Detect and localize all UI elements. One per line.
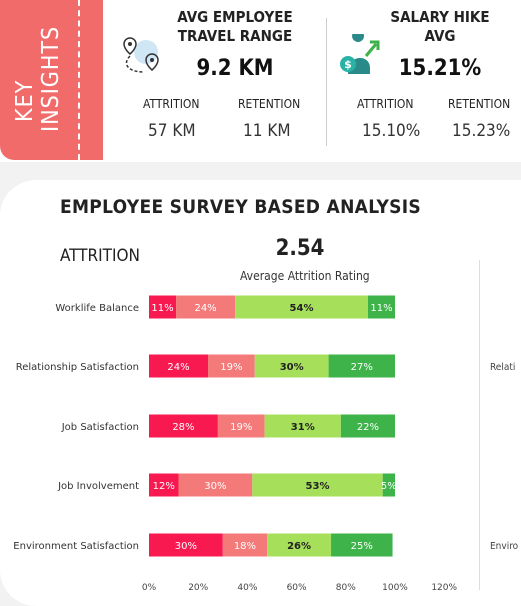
key-label-line2: INSIGHTS [38, 25, 64, 132]
svg-text:$: $ [344, 58, 352, 71]
x-tick-label: 40% [237, 583, 257, 593]
bar-segment [367, 295, 395, 319]
bar-segment [178, 473, 253, 497]
kpi-divider [326, 18, 327, 146]
salary-value: 15.21% [398, 56, 482, 81]
clipped-category-label-2: Enviro [490, 541, 519, 552]
data-label: 30% [175, 541, 197, 552]
data-label: 28% [172, 422, 194, 433]
travel-value: 9.2 KM [196, 56, 274, 81]
data-label: 19% [230, 422, 252, 433]
bar-segment [222, 533, 268, 557]
travel-attrition-label: ATTRITION [143, 97, 200, 111]
salary-attrition-value: 15.10% [362, 121, 421, 141]
survey-title: EMPLOYEE SURVEY BASED ANALYSIS [60, 196, 421, 218]
salary-retention-value: 15.23% [452, 121, 511, 141]
salary-title: SALARY HIKE AVG [365, 8, 515, 46]
key-insights-tab: KEY INSIGHTS [0, 0, 103, 160]
data-label: 18% [234, 541, 256, 552]
key-insights-label: KEY INSIGHTS [8, 22, 68, 132]
bar-segment [267, 533, 332, 557]
bar-segment [149, 414, 218, 438]
data-label: 27% [351, 362, 373, 373]
category-label: Relationship Satisfaction [16, 362, 139, 373]
attrition-section-title: ATTRITION [60, 246, 140, 266]
category-label: Environment Satisfaction [13, 541, 139, 552]
travel-title-line1: AVG EMPLOYEE [177, 8, 293, 26]
data-label: 30% [204, 481, 226, 492]
money-growth-icon: $ [340, 34, 380, 74]
data-label: 19% [220, 362, 242, 373]
bar-segment [176, 295, 236, 319]
x-tick-label: 80% [336, 583, 356, 593]
bar-segment [149, 354, 209, 378]
x-tick-label: 20% [188, 583, 208, 593]
travel-attrition-value: 57 KM [148, 121, 196, 141]
category-label: Job Involvement [57, 481, 139, 492]
data-label: 54% [290, 303, 314, 314]
bar-segment [264, 414, 341, 438]
x-tick-label: 120% [431, 583, 457, 593]
average-attrition-value: 2.54 [275, 236, 325, 261]
data-label: 11% [151, 303, 173, 314]
travel-title-line2: TRAVEL RANGE [177, 27, 293, 45]
bar-segment [235, 295, 368, 319]
data-label: 24% [167, 362, 189, 373]
data-label: 25% [351, 541, 373, 552]
panel-divider [479, 260, 480, 590]
route-pin-icon [123, 37, 159, 73]
data-label: 11% [370, 303, 392, 314]
data-label: 53% [306, 481, 330, 492]
bar-segment [340, 414, 395, 438]
bar-segment [149, 473, 179, 497]
data-label: 31% [291, 422, 315, 433]
bar-segment [328, 354, 395, 378]
bar-segment [208, 354, 255, 378]
bar-segment [217, 414, 265, 438]
key-insights-card: KEY INSIGHTS AVG EMPLOYEE TRAVEL RANGE 9… [0, 0, 521, 162]
x-tick-label: 100% [382, 583, 408, 593]
average-attrition-label: Average Attrition Rating [240, 269, 370, 283]
data-label: 24% [194, 303, 216, 314]
category-label: Job Satisfaction [61, 422, 139, 433]
salary-title-line1: SALARY HIKE [390, 8, 490, 26]
salary-title-line2: AVG [424, 27, 456, 45]
travel-retention-value: 11 KM [243, 121, 291, 141]
bar-segment [149, 295, 177, 319]
bar-segment [331, 533, 393, 557]
category-label: Worklife Balance [55, 303, 139, 314]
travel-title: AVG EMPLOYEE TRAVEL RANGE [160, 8, 310, 46]
bar-segment [149, 533, 223, 557]
x-tick-label: 0% [142, 583, 157, 593]
x-tick-label: 60% [287, 583, 307, 593]
clipped-category-label-1: Relati [490, 362, 516, 373]
bar-segment [252, 473, 383, 497]
data-label: 12% [153, 481, 175, 492]
data-label: 30% [280, 362, 304, 373]
data-label: 26% [287, 541, 311, 552]
key-label-line1: KEY [12, 79, 38, 122]
salary-retention-label: RETENTION [448, 97, 511, 111]
bar-segment [254, 354, 329, 378]
travel-retention-label: RETENTION [238, 97, 301, 111]
attrition-stacked-bar-chart: Worklife Balance 11% 24% 54% 11% Relationship… [13, 295, 458, 593]
tab-dashed-divider [78, 0, 80, 160]
data-label: 5% [381, 481, 397, 492]
data-label: 22% [357, 422, 379, 433]
bar-segment [382, 473, 395, 497]
salary-attrition-label: ATTRITION [357, 97, 414, 111]
